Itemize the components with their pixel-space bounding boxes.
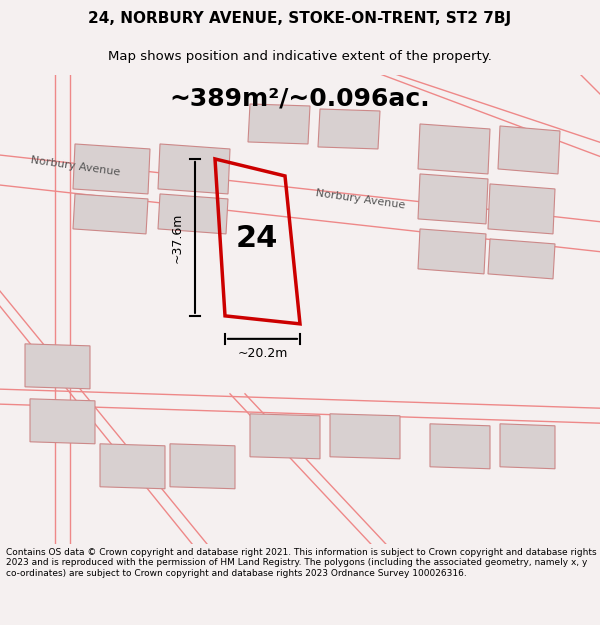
Text: ~37.6m: ~37.6m: [170, 213, 184, 262]
Polygon shape: [318, 109, 380, 149]
Polygon shape: [158, 194, 228, 234]
Polygon shape: [418, 229, 486, 274]
Polygon shape: [498, 126, 560, 174]
Text: Norbury Avenue: Norbury Avenue: [29, 155, 121, 177]
Text: Contains OS data © Crown copyright and database right 2021. This information is : Contains OS data © Crown copyright and d…: [6, 548, 596, 578]
Polygon shape: [30, 399, 95, 444]
Polygon shape: [488, 184, 555, 234]
Text: 24, NORBURY AVENUE, STOKE-ON-TRENT, ST2 7BJ: 24, NORBURY AVENUE, STOKE-ON-TRENT, ST2 …: [88, 11, 512, 26]
Polygon shape: [430, 424, 490, 469]
Polygon shape: [73, 194, 148, 234]
Polygon shape: [250, 414, 320, 459]
Polygon shape: [488, 239, 555, 279]
Polygon shape: [418, 124, 490, 174]
Polygon shape: [170, 444, 235, 489]
Polygon shape: [418, 174, 488, 224]
Polygon shape: [73, 144, 150, 194]
Polygon shape: [100, 444, 165, 489]
Polygon shape: [330, 414, 400, 459]
Text: ~389m²/~0.096ac.: ~389m²/~0.096ac.: [170, 87, 430, 111]
Polygon shape: [500, 424, 555, 469]
Text: ~20.2m: ~20.2m: [238, 348, 287, 361]
Polygon shape: [248, 104, 310, 144]
Polygon shape: [25, 344, 90, 389]
Text: Norbury Avenue: Norbury Avenue: [314, 188, 406, 210]
Polygon shape: [158, 144, 230, 194]
Text: Map shows position and indicative extent of the property.: Map shows position and indicative extent…: [108, 50, 492, 62]
Text: 24: 24: [236, 224, 278, 253]
